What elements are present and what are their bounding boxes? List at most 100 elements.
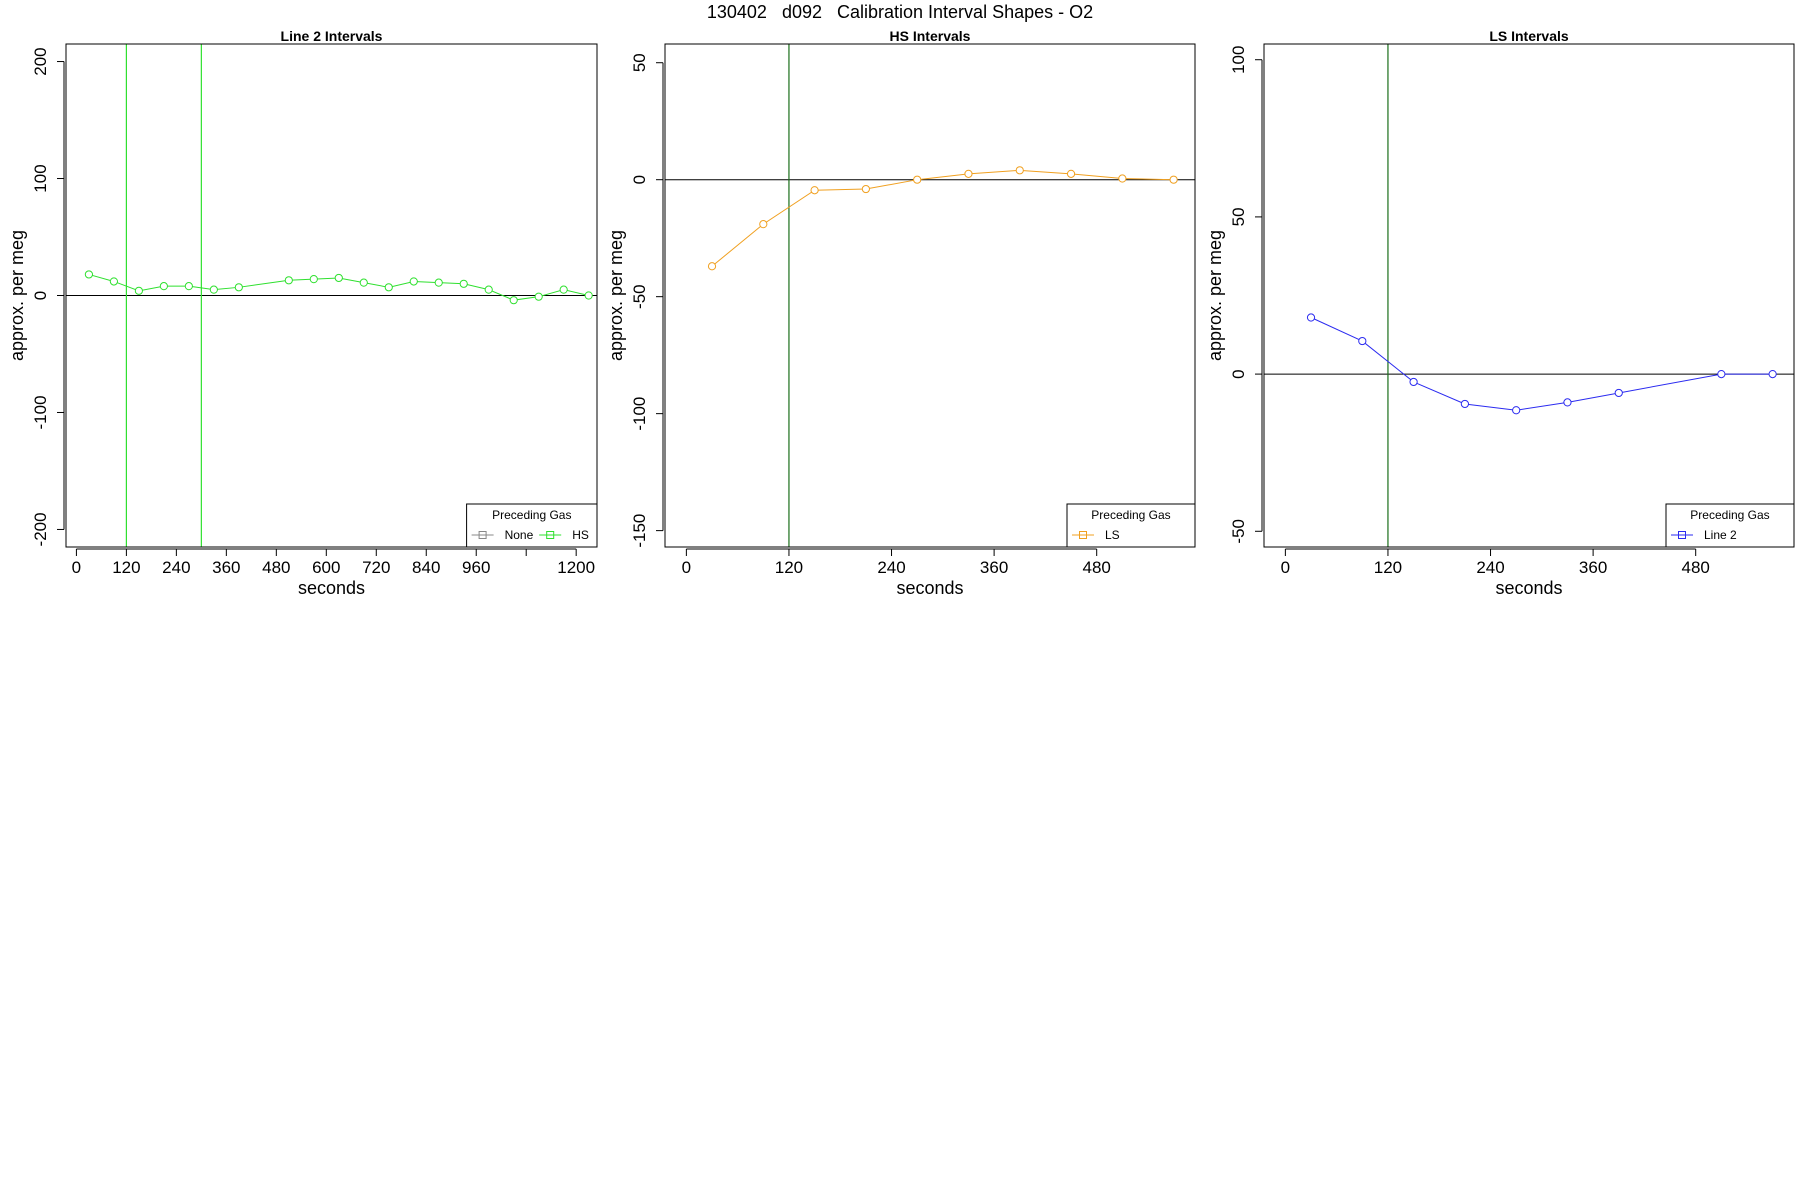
data-point <box>84 270 94 279</box>
y-tick-label: 0 <box>1229 369 1248 378</box>
legend-swatch-marker <box>1079 531 1087 539</box>
data-point <box>810 186 819 195</box>
legend-label: LS <box>1105 528 1120 542</box>
y-axis-label: approx. per meg <box>7 230 27 361</box>
legend-box <box>1665 503 1795 548</box>
data-point <box>1066 169 1076 178</box>
data-point <box>509 296 518 305</box>
data-point <box>1015 166 1024 175</box>
plot-frame <box>1263 43 1795 548</box>
y-tick-label: -100 <box>31 395 50 429</box>
y-tick-label: -100 <box>630 397 649 431</box>
data-point <box>109 277 118 286</box>
x-tick-label: 0 <box>682 558 691 577</box>
data-point <box>1358 336 1367 346</box>
x-tick-label: 120 <box>1374 558 1402 577</box>
x-tick-label: 480 <box>1083 558 1111 577</box>
legend-label: Line 2 <box>1704 528 1737 542</box>
legend-title: Preceding Gas <box>1091 508 1170 522</box>
y-tick-label: 100 <box>1229 46 1248 74</box>
data-point <box>134 286 143 295</box>
data-point <box>534 292 543 301</box>
legend: Preceding Gas Line 2 <box>1665 503 1795 548</box>
series-line <box>88 273 589 301</box>
x-tick-label: 720 <box>362 558 390 577</box>
x-tick-label: 960 <box>462 558 490 577</box>
x-tick-label: 120 <box>775 558 803 577</box>
y-tick-label: 50 <box>630 53 649 72</box>
x-tick-label: 240 <box>877 558 905 577</box>
legend-swatch-marker <box>478 531 487 539</box>
data-point <box>359 278 368 287</box>
legend-box <box>466 503 598 548</box>
y-axis-label: approx. per meg <box>606 230 626 361</box>
data-point <box>284 276 293 285</box>
legend: Preceding Gas None HS <box>466 503 598 548</box>
data-point <box>559 285 568 294</box>
y-tick-label: 50 <box>1229 207 1248 226</box>
legend-swatch-marker <box>546 531 555 539</box>
legend-label: None <box>505 528 534 542</box>
x-tick-label: 360 <box>980 558 1008 577</box>
x-tick-label: 0 <box>72 558 81 577</box>
data-point <box>759 220 768 229</box>
plot-frame <box>65 43 598 548</box>
x-tick-label: 480 <box>1682 558 1710 577</box>
legend-swatch-marker <box>1678 531 1686 539</box>
data-point <box>1409 377 1418 387</box>
legend-title: Preceding Gas <box>492 508 571 522</box>
data-point <box>334 273 343 283</box>
data-point <box>913 175 922 184</box>
chart-panel-1: Line 2 Intervals 0 120 240 360 480 600 720 840 96… <box>7 28 598 598</box>
data-point <box>159 282 168 291</box>
x-tick-label: 120 <box>112 558 140 577</box>
chart-panel-3: LS Intervals 0 120 240 360 480 seconds -50 0 50 10… <box>1205 28 1795 598</box>
legend-box <box>1066 503 1196 548</box>
data-point <box>309 275 318 284</box>
data-point <box>707 262 717 271</box>
x-tick-label: 360 <box>1579 558 1607 577</box>
data-point <box>861 184 870 194</box>
data-point <box>1768 369 1777 379</box>
data-point <box>1306 313 1316 322</box>
data-point <box>964 169 973 178</box>
y-tick-label: 200 <box>31 47 50 75</box>
data-point <box>434 278 443 287</box>
chart-panel-2: HS Intervals 0 120 240 360 480 seconds -150 -100… <box>606 28 1196 598</box>
x-tick-label: 1200 <box>557 558 595 577</box>
data-point <box>184 282 193 291</box>
x-tick-label: 360 <box>212 558 240 577</box>
data-point <box>1460 399 1469 409</box>
chart-title: HS Intervals <box>890 28 971 44</box>
page-title: 130402 d092 Calibration Interval Shapes … <box>706 2 1094 22</box>
x-tick-label: 600 <box>312 558 340 577</box>
x-axis-label: seconds <box>1495 578 1562 598</box>
x-tick-label: 480 <box>262 558 290 577</box>
y-tick-label: -200 <box>31 512 50 546</box>
y-tick-label: -150 <box>630 514 649 548</box>
data-point <box>1614 388 1623 398</box>
y-tick-label: 100 <box>31 164 50 192</box>
y-tick-label: -50 <box>1229 519 1248 544</box>
chart-title: Line 2 Intervals <box>281 28 383 44</box>
y-tick-label: 0 <box>31 291 50 300</box>
x-tick-label: 840 <box>412 558 440 577</box>
y-tick-label: 0 <box>630 175 649 184</box>
legend: Preceding Gas LS <box>1066 503 1196 548</box>
data-point <box>1717 369 1726 379</box>
data-point <box>409 277 418 286</box>
y-tick-label: -50 <box>630 284 649 309</box>
x-tick-label: 240 <box>162 558 190 577</box>
chart-title: LS Intervals <box>1489 28 1569 44</box>
data-point <box>584 291 593 300</box>
data-point <box>234 283 243 292</box>
data-point <box>384 283 393 292</box>
legend-title: Preceding Gas <box>1690 508 1769 522</box>
y-axis-label: approx. per meg <box>1205 230 1225 361</box>
x-axis-label: seconds <box>896 578 963 598</box>
x-axis-label: seconds <box>298 578 365 598</box>
data-point <box>209 285 218 294</box>
data-point <box>1169 175 1178 184</box>
data-point <box>1563 398 1572 407</box>
